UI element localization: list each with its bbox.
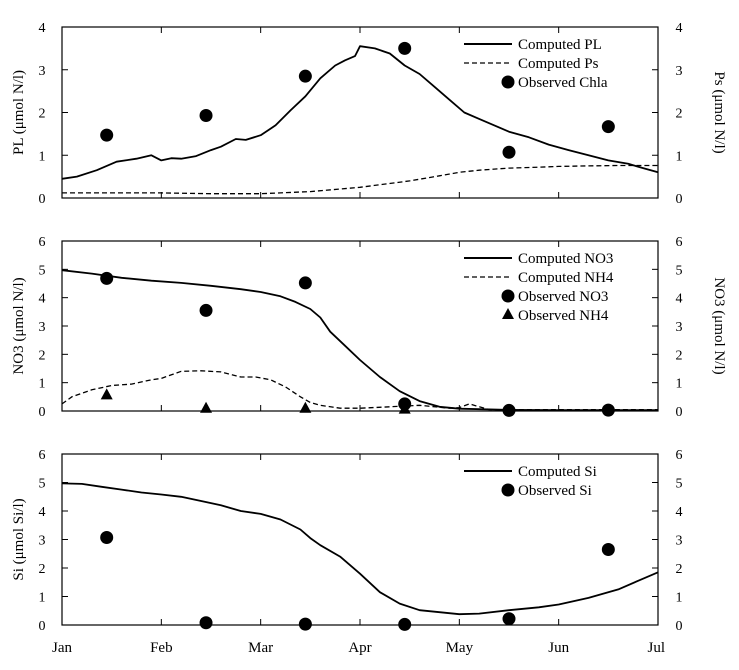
y-axis-label-right: Ps (μmol N/l): [711, 71, 727, 153]
data-point-circle: [298, 617, 312, 631]
legend-label: Computed PL: [518, 37, 602, 53]
y-axis-label: NO3 (μmol N/l): [11, 277, 27, 374]
y-tick-label-right: 0: [676, 192, 683, 207]
y-tick-label: 6: [39, 448, 46, 463]
y-tick-label: 4: [39, 292, 46, 307]
y-tick-label: 0: [39, 619, 46, 634]
legend-label: Observed NO3: [518, 289, 608, 305]
data-point-circle: [601, 403, 615, 417]
legend-label: Computed NO3: [518, 251, 613, 267]
y-tick-label-right: 5: [676, 263, 683, 278]
y-axis-label: Si (μmol Si/l): [11, 498, 27, 580]
y-tick-label-right: 1: [676, 377, 683, 392]
data-point-circle: [199, 108, 213, 122]
data-point-triangle: [200, 401, 213, 413]
x-tick-label: Jun: [548, 640, 569, 656]
legend-label: Observed NH4: [518, 308, 609, 324]
series-line: [61, 370, 658, 411]
series-line: [61, 45, 659, 180]
y-tick-label-right: 1: [676, 591, 683, 606]
y-tick-label: 5: [39, 477, 46, 492]
y-tick-label: 2: [39, 562, 46, 577]
x-tick-label: May: [446, 640, 474, 656]
legend-label: Observed Chla: [518, 75, 608, 91]
data-point-circle: [298, 276, 312, 290]
y-tick-label: 4: [39, 505, 46, 520]
series-line: [61, 269, 658, 412]
series-line: [62, 164, 658, 195]
y-tick-label: 3: [39, 64, 46, 79]
y-tick-label: 6: [39, 235, 46, 250]
data-point-circle: [199, 303, 213, 317]
y-axis-label: PL (μmol N/l): [11, 70, 27, 155]
legend-label: Computed Si: [518, 464, 597, 480]
data-point-circle: [502, 612, 516, 626]
y-tick-label: 2: [39, 107, 46, 122]
y-tick-label: 0: [39, 192, 46, 207]
data-point-circle: [100, 531, 114, 545]
data-point-triangle: [398, 402, 411, 414]
x-tick-label: Jul: [647, 640, 665, 656]
y-tick-label-right: 2: [676, 562, 683, 577]
y-tick-label-right: 0: [676, 405, 683, 420]
y-tick-label-right: 5: [676, 477, 683, 492]
y-tick-label: 1: [39, 149, 46, 164]
y-tick-label: 1: [39, 377, 46, 392]
data-point-circle: [398, 41, 412, 55]
data-point-circle: [100, 128, 114, 142]
y-tick-label: 3: [39, 534, 46, 549]
y-tick-label-right: 3: [676, 64, 683, 79]
y-tick-label: 0: [39, 405, 46, 420]
y-tick-label-right: 3: [676, 534, 683, 549]
y-tick-label: 5: [39, 263, 46, 278]
y-tick-label-right: 2: [676, 348, 683, 363]
x-tick-label: Feb: [150, 640, 173, 656]
y-tick-label-right: 4: [676, 292, 683, 307]
legend-label: Computed NH4: [518, 270, 614, 286]
data-point-triangle: [299, 401, 312, 413]
x-tick-label: Jan: [52, 640, 72, 656]
data-point-triangle: [100, 388, 113, 400]
y-axis-label-right: NO3 (μmol N/l): [711, 277, 727, 374]
data-point-circle: [601, 542, 615, 556]
x-tick-label: Mar: [248, 640, 273, 656]
series-line: [61, 482, 659, 616]
y-tick-label: 1: [39, 591, 46, 606]
x-tick-label: Apr: [348, 640, 371, 656]
data-point-circle: [502, 403, 516, 417]
legend-marker-triangle: [502, 308, 514, 319]
y-tick-label-right: 6: [676, 235, 683, 250]
data-point-circle: [601, 120, 615, 134]
y-tick-label-right: 2: [676, 107, 683, 122]
data-point-circle: [199, 616, 213, 630]
y-tick-label: 4: [39, 21, 46, 36]
y-tick-label-right: 0: [676, 619, 683, 634]
legend-marker-circle: [501, 289, 515, 303]
data-point-circle: [502, 145, 516, 159]
legend-marker-circle: [501, 483, 515, 497]
y-tick-label-right: 4: [676, 21, 683, 36]
data-point-circle: [398, 617, 412, 631]
legend-label: Computed Ps: [518, 56, 599, 72]
legend-label: Observed Si: [518, 483, 592, 499]
data-point-circle: [298, 69, 312, 83]
legend-marker-circle: [501, 75, 515, 89]
y-tick-label-right: 3: [676, 320, 683, 335]
y-tick-label: 3: [39, 320, 46, 335]
y-tick-label-right: 1: [676, 149, 683, 164]
y-tick-label-right: 6: [676, 448, 683, 463]
data-point-circle: [100, 271, 114, 285]
y-tick-label: 2: [39, 348, 46, 363]
y-tick-label-right: 4: [676, 505, 683, 520]
